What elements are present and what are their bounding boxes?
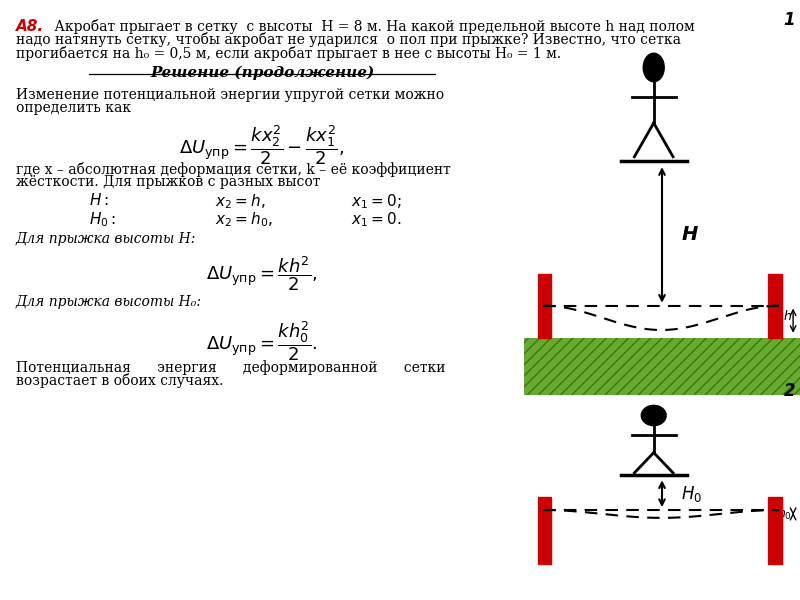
Bar bbox=[538, 274, 551, 337]
Text: прогибается на h₀ = 0,5 м, если акробат прыгает в нее с высоты H₀ = 1 м.: прогибается на h₀ = 0,5 м, если акробат … bbox=[16, 46, 561, 61]
Text: h: h bbox=[784, 310, 792, 323]
Text: Решение (продолжение): Решение (продолжение) bbox=[150, 66, 374, 80]
Text: $H_0 :$: $H_0 :$ bbox=[89, 210, 116, 229]
Text: $H :$: $H :$ bbox=[89, 192, 109, 208]
Text: $H_0$: $H_0$ bbox=[682, 484, 702, 503]
Text: 2: 2 bbox=[783, 382, 795, 400]
Bar bbox=[524, 337, 800, 375]
Text: Потенциальная      энергия      деформированной      сетки: Потенциальная энергия деформированной се… bbox=[16, 360, 446, 375]
Text: $x_1 = 0;$: $x_1 = 0;$ bbox=[351, 192, 402, 211]
Text: определить как: определить как bbox=[16, 101, 131, 115]
Bar bbox=[768, 497, 782, 564]
Text: Для прыжка высоты H₀:: Для прыжка высоты H₀: bbox=[16, 295, 202, 309]
Text: где x – абсолютная деформация сетки, k – её коэффициент: где x – абсолютная деформация сетки, k –… bbox=[16, 162, 450, 177]
Text: Акробат прыгает в сетку  с высоты  H = 8 м. На какой предельной высоте h над пол: Акробат прыгает в сетку с высоты H = 8 м… bbox=[50, 19, 694, 34]
Text: $\Delta U_{\rm упр} = \dfrac{kh_0^2}{2}.$: $\Delta U_{\rm упр} = \dfrac{kh_0^2}{2}.… bbox=[206, 319, 318, 363]
Text: $x_2 = h,$: $x_2 = h,$ bbox=[215, 192, 266, 211]
Bar bbox=[524, 375, 800, 395]
Text: $x_1 = 0.$: $x_1 = 0.$ bbox=[351, 210, 402, 229]
Text: Для прыжка высоты H:: Для прыжка высоты H: bbox=[16, 232, 196, 245]
Text: $\Delta U_{\rm упр} = \dfrac{kh^2}{2},$: $\Delta U_{\rm упр} = \dfrac{kh^2}{2},$ bbox=[206, 254, 318, 293]
Bar bbox=[524, 375, 800, 395]
Text: 1: 1 bbox=[783, 11, 795, 29]
Text: возрастает в обоих случаях.: возрастает в обоих случаях. bbox=[16, 373, 223, 388]
Bar bbox=[524, 337, 800, 375]
Text: жёсткости. Для прыжков с разных высот: жёсткости. Для прыжков с разных высот bbox=[16, 175, 320, 189]
Text: $x_2 = h_0,$: $x_2 = h_0,$ bbox=[215, 210, 273, 229]
Text: Изменение потенциальной энергии упругой сетки можно: Изменение потенциальной энергии упругой … bbox=[16, 88, 444, 102]
Bar bbox=[768, 274, 782, 337]
Bar bbox=[538, 497, 551, 564]
Text: $h_0$: $h_0$ bbox=[777, 506, 792, 522]
Text: A8.: A8. bbox=[16, 19, 44, 34]
Circle shape bbox=[643, 53, 664, 82]
Text: $\Delta U_{\rm упр} = \dfrac{kx_2^2}{2} - \dfrac{kx_1^2}{2},$: $\Delta U_{\rm упр} = \dfrac{kx_2^2}{2} … bbox=[179, 123, 345, 167]
Text: H: H bbox=[682, 226, 698, 244]
Text: надо натянуть сетку, чтобы акробат не ударился  о пол при прыжке? Известно, что : надо натянуть сетку, чтобы акробат не уд… bbox=[16, 32, 681, 47]
Circle shape bbox=[642, 406, 666, 425]
